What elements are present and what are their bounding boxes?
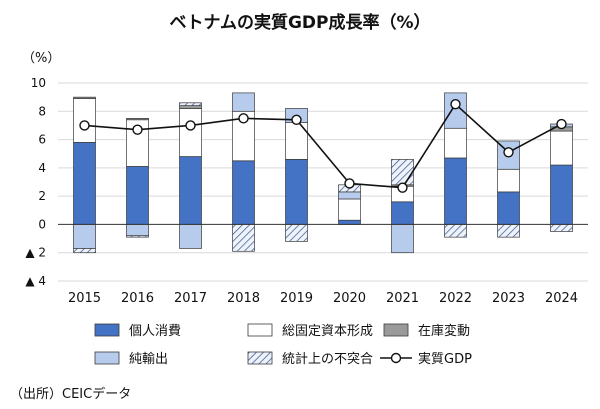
x-tick-label: 2018: [227, 291, 260, 306]
bar-personal-2017: [179, 156, 202, 225]
legend-label-netexport: 純輸出: [129, 352, 168, 367]
y-tick-label: 4: [38, 161, 46, 175]
bar-inventory-2015: [73, 96, 96, 99]
bar-discrepancy-2024: [550, 224, 573, 232]
gdp-point-2024: [556, 118, 567, 130]
bar-personal-2023: [497, 191, 520, 225]
bar-discrepancy-2023: [497, 224, 520, 238]
bar-fixed-2023: [497, 168, 520, 193]
legend-swatch-marker: [390, 352, 402, 364]
legend-label-inventory: 在庫変動: [418, 323, 470, 339]
gdp-point-2016: [132, 124, 143, 135]
bar-fixed-2022: [444, 127, 467, 159]
legend-label-discrepancy: 統計上の不突合: [282, 351, 373, 367]
bar-fixed-2024: [550, 130, 573, 166]
y-tick-label: ▲ 2: [25, 246, 46, 260]
bar-discrepancy-2022: [444, 224, 467, 238]
bar-personal-2015: [73, 142, 96, 225]
bar-discrepancy-2017: [179, 102, 202, 106]
legend-swatch-inventory: [383, 323, 409, 337]
bar-personal-2020: [338, 219, 361, 225]
bar-discrepancy-2021: [391, 159, 414, 186]
legend-swatch-discrepancy: [247, 351, 273, 365]
bar-discrepancy-2015: [73, 248, 96, 254]
gdp-point-2017: [185, 120, 196, 131]
bar-inventory-2016: [126, 118, 149, 121]
bar-fixed-2020: [338, 198, 361, 221]
gdp-point-2018: [238, 113, 249, 124]
y-tick-label: ▲ 4: [25, 274, 46, 288]
gdp-point-2021: [397, 182, 408, 193]
y-tick-label: 2: [38, 189, 46, 203]
bar-personal-2024: [550, 164, 573, 225]
gdp-point-2015: [79, 120, 90, 131]
gdp-point-2019: [291, 114, 302, 125]
bar-inventory-2017: [179, 105, 202, 109]
x-tick-label: 2020: [333, 291, 366, 306]
legend-label-fixed: 総固定資本形成: [282, 324, 373, 339]
bars: [73, 92, 573, 254]
y-tick-label: 0: [38, 217, 46, 231]
source-note: （出所）CEICデータ: [10, 386, 131, 402]
legend-label-line: 実質GDP: [418, 351, 472, 367]
legend-swatch-personal: [94, 323, 120, 337]
x-tick-label: 2021: [386, 291, 419, 306]
bar-fixed-2017: [179, 108, 202, 157]
bar-personal-2019: [285, 159, 308, 225]
bar-personal-2016: [126, 166, 149, 225]
bar-discrepancy-2018: [232, 224, 255, 252]
bar-netexport-2021: [391, 224, 414, 254]
x-tick-labels: 2015 2016 2017 2018 2019 2020 2021 2022 2023 2024: [68, 291, 578, 306]
x-tick-label: 2023: [492, 291, 525, 306]
bar-netexport-2017: [179, 224, 202, 249]
x-tick-label: 2024: [545, 291, 578, 306]
gdp-point-2020: [344, 178, 355, 189]
y-tick-label: 8: [38, 104, 46, 118]
bar-discrepancy-2019: [285, 224, 308, 242]
gdp-line-path: [84, 102, 562, 189]
x-tick-label: 2019: [280, 291, 313, 306]
x-tick-label: 2017: [174, 291, 207, 306]
bar-netexport-2022: [444, 92, 467, 129]
unit-label: （%）: [22, 51, 60, 66]
bar-netexport-2015: [73, 224, 96, 249]
bar-netexport-2020: [338, 191, 361, 200]
legend-swatch-netexport: [94, 351, 120, 365]
chart-title: ベトナムの実質GDP成長率（%）: [169, 12, 430, 33]
y-tick-label: 6: [38, 133, 46, 147]
bar-discrepancy-2016: [126, 235, 149, 238]
y-tick-labels: 10 8 6 4 2 0 ▲ 2 ▲ 4: [25, 76, 46, 288]
x-tick-label: 2022: [439, 291, 472, 306]
x-tick-label: 2016: [121, 291, 154, 306]
legend-label-personal: 個人消費: [129, 324, 181, 339]
bar-personal-2018: [232, 160, 255, 225]
gdp-point-2023: [503, 147, 514, 158]
bar-netexport-2016: [126, 224, 149, 237]
gdp-point-2022: [450, 99, 461, 110]
x-tick-label: 2015: [68, 291, 101, 306]
legend-swatch-fixed: [247, 323, 273, 337]
bar-personal-2022: [444, 157, 467, 225]
gdp-line: [79, 99, 567, 193]
y-tick-label: 10: [31, 76, 46, 90]
bar-personal-2021: [391, 201, 414, 225]
bar-netexport-2018: [232, 92, 255, 112]
